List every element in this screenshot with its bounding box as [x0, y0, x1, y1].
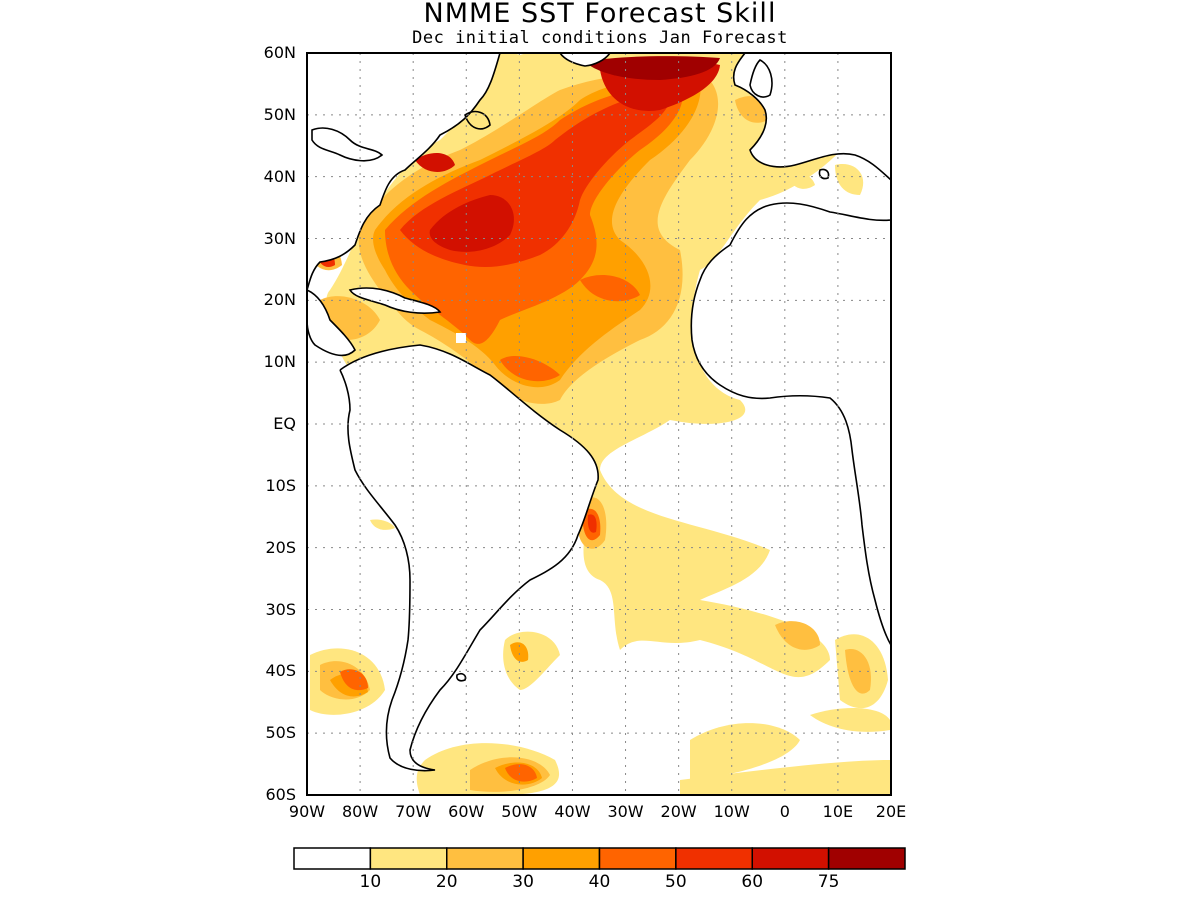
lon-tick-label: 10E — [822, 802, 854, 821]
lon-tick-label: 70W — [395, 802, 432, 821]
skill-region — [429, 195, 514, 252]
lat-tick-label: 60S — [265, 785, 296, 804]
skill-region — [510, 642, 529, 662]
colorbar-swatch — [446, 847, 524, 870]
lat-tick-label: 40S — [265, 661, 296, 681]
colorbar-swatch — [751, 847, 830, 870]
north-america-land — [307, 53, 500, 290]
skill-region — [503, 631, 560, 690]
skill-region — [690, 723, 800, 780]
africa-land — [691, 202, 891, 645]
colorbar-tick-label: 40 — [588, 872, 611, 892]
greenland-coast — [559, 53, 611, 67]
lat-tick-label: 40N — [263, 166, 296, 186]
skill-shading — [310, 53, 890, 795]
land-mask — [307, 53, 891, 771]
skill-level-75 — [585, 56, 720, 80]
colorbar-swatch — [522, 847, 601, 870]
lon-tick-label: 60W — [448, 802, 485, 821]
europe-coast — [732, 53, 891, 181]
colorbar-tick-label: 50 — [665, 872, 687, 892]
mediterranean-islands-coast — [818, 168, 830, 180]
map-subtitle: Dec initial conditions Jan Forecast — [412, 28, 788, 48]
south-america-land — [340, 345, 599, 771]
skill-region — [775, 621, 820, 650]
colorbar-swatch — [675, 847, 753, 870]
map-title: NMME SST Forecast Skill — [423, 0, 777, 29]
skill-region — [580, 275, 640, 302]
lat-tick-label: 20N — [263, 290, 296, 310]
colorbar-tick-label: 10 — [359, 872, 382, 892]
lat-tick-label: 10N — [263, 352, 296, 372]
lat-tick-label: 10S — [265, 475, 296, 495]
missing-data-cell — [456, 333, 466, 343]
colorbar-swatch — [827, 847, 906, 870]
colorbar-tick-label: 75 — [817, 872, 840, 892]
skill-region — [835, 164, 864, 195]
lon-tick-label: 90W — [288, 802, 326, 821]
skill-region — [810, 708, 890, 732]
lon-tick-label: 10W — [713, 802, 750, 821]
lat-tick-label: 50S — [265, 723, 296, 743]
lon-tick-label: 20E — [875, 802, 907, 821]
lon-tick-label: 20W — [660, 802, 697, 821]
central-america-coast — [307, 289, 356, 357]
colorbar-tick-label: 30 — [512, 872, 534, 892]
skill-region — [505, 764, 537, 782]
caribbean-islands-coast — [348, 287, 442, 314]
skill-region — [585, 56, 720, 80]
newfoundland-coast — [464, 110, 491, 130]
lat-tick-label: 50N — [263, 104, 296, 124]
lon-tick-label: 30W — [607, 802, 644, 821]
skill-region — [680, 760, 890, 795]
central-america-land — [307, 290, 355, 356]
lat-tick-label: 20S — [265, 537, 296, 557]
lat-tick-label: 30S — [265, 599, 296, 619]
lon-tick-label: 80W — [341, 802, 379, 821]
gridlines — [307, 53, 891, 795]
great-lakes-coast — [311, 127, 384, 162]
south-america-coast — [339, 344, 599, 772]
coastlines — [307, 53, 891, 772]
lat-tick-label: 30N — [263, 228, 296, 248]
lon-tick-label: 50W — [501, 802, 538, 821]
colorbar-tick-label: 20 — [435, 872, 458, 892]
europe-land — [733, 53, 891, 180]
lon-tick-label: 0 — [779, 802, 790, 821]
colorbar-tick-label: 60 — [741, 872, 764, 892]
colorbar-swatch — [598, 847, 677, 870]
lat-tick-label: 60N — [263, 43, 296, 62]
colorbar — [293, 847, 906, 870]
skill-region — [788, 173, 815, 189]
skill-region — [370, 519, 395, 530]
lon-tick-label: 40W — [554, 802, 591, 821]
skill-region — [540, 188, 561, 212]
falklands-coast — [456, 673, 467, 682]
colorbar-swatch — [369, 847, 448, 870]
colorbar-swatch — [293, 847, 372, 870]
lat-tick-label: EQ — [273, 414, 296, 433]
skill-region — [845, 649, 871, 694]
africa-coast — [690, 202, 891, 646]
north-america-coast — [307, 53, 501, 291]
plot-frame — [306, 52, 892, 796]
skill-region — [415, 153, 455, 172]
greenland-land — [560, 53, 610, 66]
skill-region — [340, 669, 368, 691]
skill-region — [587, 514, 597, 533]
uk-coast — [749, 59, 773, 98]
